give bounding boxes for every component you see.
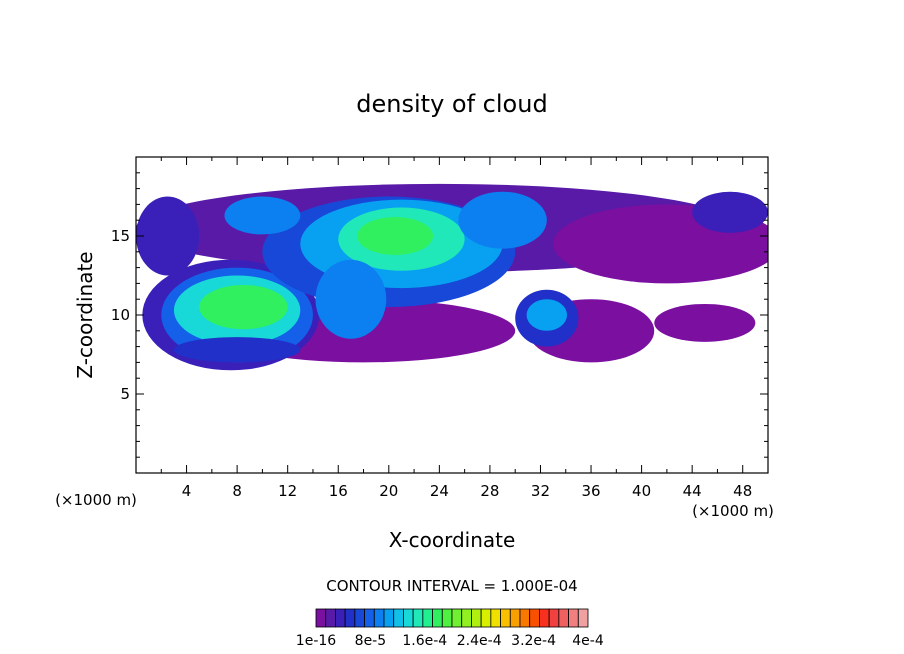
y-tick-label: 15 xyxy=(111,227,130,245)
colorbar-swatch xyxy=(577,608,589,628)
colorbar-swatch xyxy=(373,608,385,628)
x-tick-label: 28 xyxy=(480,482,499,500)
contour-interval: CONTOUR INTERVAL = 1.000E-04 xyxy=(326,577,577,595)
x-unit-right: (×1000 m) xyxy=(692,502,774,520)
x-unit-left: (×1000 m) xyxy=(55,491,137,509)
colorbar-swatch xyxy=(383,608,395,628)
colorbar xyxy=(315,608,589,628)
colorbar-label: 1e-16 xyxy=(296,633,336,649)
x-tick-label: 24 xyxy=(430,482,449,500)
colorbar-swatch xyxy=(500,608,511,628)
colorbar-swatch xyxy=(519,608,531,628)
colorbar-swatch xyxy=(568,608,579,628)
density-region-14 xyxy=(315,259,387,339)
density-region-9 xyxy=(173,337,301,363)
x-tick-label: 48 xyxy=(733,482,752,500)
colorbar-swatch xyxy=(509,608,521,628)
x-axis-label: X-coordinate xyxy=(389,528,516,552)
density-region-8 xyxy=(199,284,288,330)
colorbar-swatch xyxy=(548,608,560,628)
colorbar-swatch xyxy=(461,608,472,628)
colorbar-swatch xyxy=(412,608,424,628)
colorbar-swatch xyxy=(335,608,346,628)
y-tick-label: 5 xyxy=(120,385,130,403)
density-region-20 xyxy=(136,196,200,276)
density-region-19 xyxy=(692,191,768,233)
colorbar-swatch xyxy=(490,608,501,628)
x-tick-label: 44 xyxy=(683,482,702,500)
colorbar-swatch xyxy=(539,608,550,628)
y-tick-label: 10 xyxy=(111,306,130,324)
colorbar-swatch xyxy=(364,608,375,628)
colorbar-label: 3.2e-4 xyxy=(511,633,556,649)
colorbar-swatch xyxy=(451,608,463,628)
x-tick-label: 4 xyxy=(182,482,192,500)
colorbar-label: 4e-4 xyxy=(572,633,604,649)
colorbar-swatch xyxy=(422,608,433,628)
density-region-13 xyxy=(357,217,434,255)
colorbar-swatch xyxy=(529,608,540,628)
x-tick-label: 32 xyxy=(531,482,550,500)
colorbar-labels: 1e-16 8e-5 1.6e-4 2.4e-4 3.2e-4 4e-4 xyxy=(296,633,604,649)
chart-title: density of cloud xyxy=(356,90,547,118)
x-tick-label: 20 xyxy=(379,482,398,500)
x-tick-label: 8 xyxy=(232,482,242,500)
colorbar-swatch xyxy=(432,608,443,628)
density-region-16 xyxy=(458,191,547,249)
colorbar-label: 1.6e-4 xyxy=(402,633,447,649)
colorbar-swatch xyxy=(393,608,404,628)
colorbar-swatch xyxy=(344,608,356,628)
colorbar-label: 2.4e-4 xyxy=(457,633,502,649)
colorbar-swatch xyxy=(480,608,492,628)
colorbar-swatch xyxy=(403,608,414,628)
density-region-2 xyxy=(654,303,756,342)
colorbar-swatch xyxy=(558,608,569,628)
colorbar-swatch xyxy=(354,608,365,628)
y-axis-label: Z-coordinate xyxy=(73,251,97,378)
colorbar-swatch xyxy=(471,608,482,628)
density-region-15 xyxy=(224,196,301,235)
x-tick-label: 40 xyxy=(632,482,651,500)
colorbar-swatch xyxy=(325,608,336,628)
x-tick-label: 36 xyxy=(581,482,600,500)
x-tick-label: 12 xyxy=(278,482,297,500)
density-field xyxy=(136,183,768,371)
colorbar-swatch xyxy=(315,608,327,628)
density-region-18 xyxy=(526,299,568,331)
colorbar-swatch xyxy=(441,608,453,628)
x-tick-label: 16 xyxy=(329,482,348,500)
colorbar-label: 8e-5 xyxy=(355,633,386,649)
